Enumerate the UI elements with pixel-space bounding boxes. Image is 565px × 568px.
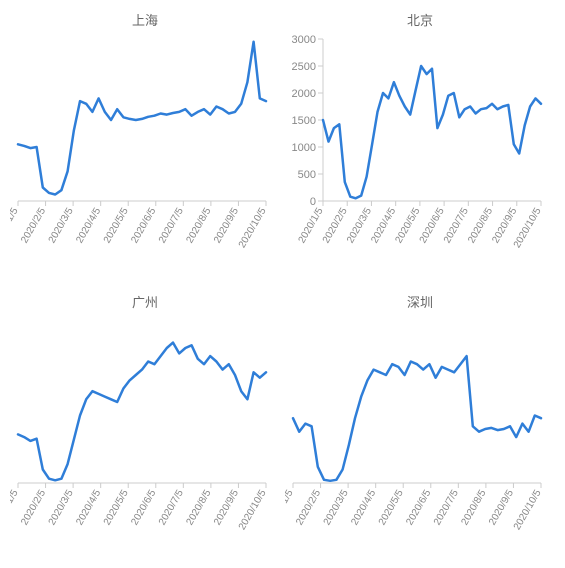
chart-svg-shanghai: 2020/1/52020/2/52020/3/52020/4/52020/5/5… <box>10 33 272 273</box>
data-line-guangzhou <box>18 342 266 480</box>
xtick-label: 2020/6/5 <box>129 206 158 246</box>
data-line-beijing <box>323 66 541 198</box>
chart-title-beijing: 北京 <box>407 10 433 29</box>
xtick-label: 2020/6/5 <box>129 487 158 527</box>
chart-guangzhou: 2020/1/52020/2/52020/3/52020/4/52020/5/5… <box>10 315 280 559</box>
ytick-label: 500 <box>298 169 316 181</box>
xtick-label: 2020/7/5 <box>157 487 186 527</box>
data-line-shenzhen <box>293 356 541 481</box>
chart-beijing: 0500100015002000250030002020/1/52020/2/5… <box>285 33 555 277</box>
xtick-label: 2020/2/5 <box>19 487 48 527</box>
xtick-label: 2020/4/5 <box>349 487 378 527</box>
ytick-label: 3000 <box>292 34 316 46</box>
xtick-label: 2020/10/5 <box>237 487 269 531</box>
xtick-label: 2020/5/5 <box>377 487 406 527</box>
xtick-label: 2020/8/5 <box>184 487 213 527</box>
chart-title-guangzhou: 广州 <box>132 292 158 311</box>
chart-title-shenzhen: 深圳 <box>407 292 433 311</box>
xtick-label: 2020/3/5 <box>322 487 351 527</box>
panel-beijing: 北京 0500100015002000250030002020/1/52020/… <box>285 10 555 277</box>
xtick-label: 2020/10/5 <box>237 206 269 250</box>
chart-shenzhen: 2020/1/52020/2/52020/3/52020/4/52020/5/5… <box>285 315 555 559</box>
ytick-label: 1500 <box>292 115 316 127</box>
panel-shenzhen: 深圳 2020/1/52020/2/52020/3/52020/4/52020/… <box>285 292 555 559</box>
xtick-label: 2020/3/5 <box>47 206 76 246</box>
chart-svg-guangzhou: 2020/1/52020/2/52020/3/52020/4/52020/5/5… <box>10 315 272 555</box>
ytick-label: 2500 <box>292 61 316 73</box>
xtick-label: 2020/9/5 <box>212 487 241 527</box>
xtick-label: 2020/8/5 <box>459 487 488 527</box>
xtick-label: 2020/3/5 <box>47 487 76 527</box>
ytick-label: 1000 <box>292 142 316 154</box>
chart-title-shanghai: 上海 <box>132 10 158 29</box>
panel-guangzhou: 广州 2020/1/52020/2/52020/3/52020/4/52020/… <box>10 292 280 559</box>
chart-shanghai: 2020/1/52020/2/52020/3/52020/4/52020/5/5… <box>10 33 280 277</box>
xtick-label: 2020/5/5 <box>102 206 131 246</box>
xtick-label: 2020/4/5 <box>74 487 103 527</box>
xtick-label: 2020/9/5 <box>212 206 241 246</box>
xtick-label: 2020/2/5 <box>294 487 323 527</box>
xtick-label: 2020/2/5 <box>19 206 48 246</box>
xtick-label: 2020/7/5 <box>157 206 186 246</box>
xtick-label: 2020/10/5 <box>512 487 544 531</box>
chart-svg-shenzhen: 2020/1/52020/2/52020/3/52020/4/52020/5/5… <box>285 315 547 555</box>
charts-grid: 上海 2020/1/52020/2/52020/3/52020/4/52020/… <box>10 10 555 558</box>
xtick-label: 2020/6/5 <box>404 487 433 527</box>
data-line-shanghai <box>18 42 266 195</box>
xtick-label: 2020/5/5 <box>102 487 131 527</box>
chart-svg-beijing: 0500100015002000250030002020/1/52020/2/5… <box>285 33 547 273</box>
panel-shanghai: 上海 2020/1/52020/2/52020/3/52020/4/52020/… <box>10 10 280 277</box>
xtick-label: 2020/4/5 <box>74 206 103 246</box>
xtick-label: 2020/9/5 <box>487 487 516 527</box>
ytick-label: 2000 <box>292 88 316 100</box>
xtick-label: 2020/7/5 <box>432 487 461 527</box>
xtick-label: 2020/8/5 <box>184 206 213 246</box>
